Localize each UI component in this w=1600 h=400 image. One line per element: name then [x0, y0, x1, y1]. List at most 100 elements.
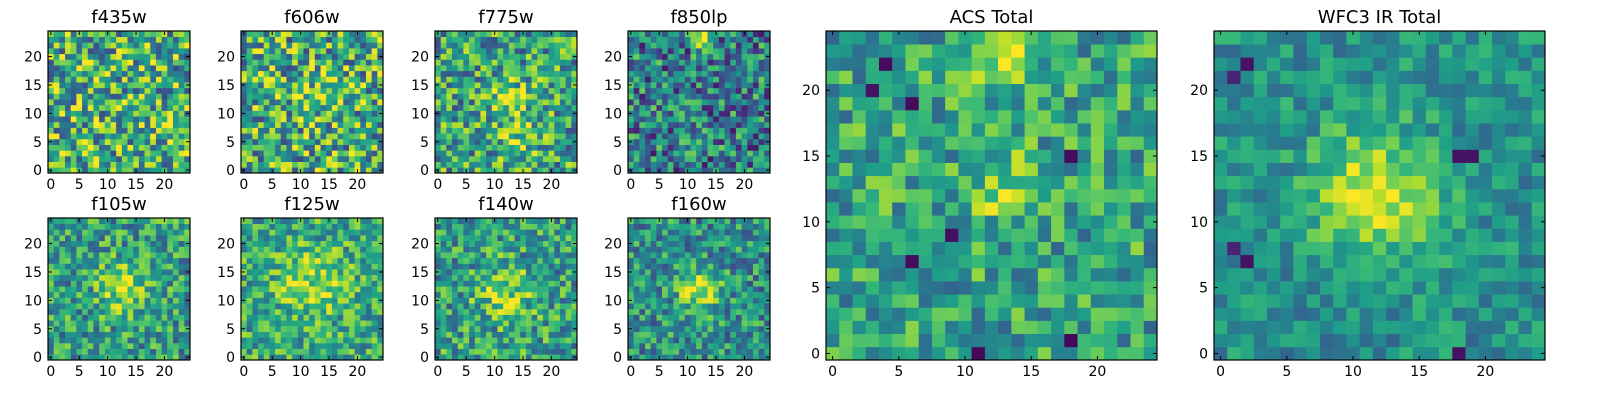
pixel: [474, 308, 481, 315]
pixel: [486, 65, 493, 72]
pixel: [440, 348, 447, 355]
pixel: [269, 87, 276, 94]
pixel: [531, 240, 538, 247]
pixel: [258, 65, 265, 72]
pixel: [645, 274, 652, 281]
pixel: [263, 104, 270, 111]
pixel: [559, 240, 566, 247]
pixel: [331, 263, 338, 270]
pixel: [520, 274, 527, 281]
pixel: [741, 93, 748, 100]
pixel: [724, 127, 731, 134]
pixel: [565, 342, 572, 349]
pixel: [144, 138, 151, 145]
pixel: [735, 274, 742, 281]
pixel: [116, 138, 123, 145]
pixel: [701, 31, 708, 38]
pixel: [633, 150, 640, 157]
pixel: [184, 348, 191, 355]
pixel: [503, 167, 510, 174]
pixel: [121, 354, 128, 361]
pixel: [633, 70, 640, 77]
pixel: [639, 314, 646, 321]
pixel: [104, 297, 111, 304]
pixel: [724, 308, 731, 315]
pixel: [286, 303, 293, 310]
pixel: [70, 337, 77, 344]
pixel: [104, 82, 111, 89]
pixel: [292, 70, 299, 77]
pixel: [138, 280, 145, 287]
y-tick-label: 5: [420, 322, 429, 338]
pixel: [571, 161, 578, 168]
pixel: [554, 87, 561, 94]
pixel: [365, 263, 372, 270]
pixel: [628, 342, 635, 349]
pixel: [696, 280, 703, 287]
pixel: [110, 87, 117, 94]
pixel: [320, 144, 327, 151]
pixel: [167, 354, 174, 361]
pixel: [292, 82, 299, 89]
pixel: [735, 308, 742, 315]
pixel: [491, 263, 498, 270]
pixel: [730, 155, 737, 162]
pixel: [440, 291, 447, 298]
pixel: [297, 138, 304, 145]
pixel: [280, 76, 287, 83]
pixel: [309, 167, 316, 174]
pixel: [121, 269, 128, 276]
pixel: [133, 144, 140, 151]
pixel: [452, 320, 459, 327]
pixel: [297, 110, 304, 117]
pixel: [679, 53, 686, 60]
pixel: [292, 348, 299, 355]
pixel: [314, 53, 321, 60]
pixel: [82, 218, 89, 225]
pixel: [724, 138, 731, 145]
pixel: [497, 133, 504, 140]
pixel: [531, 36, 538, 43]
pixel: [172, 31, 179, 38]
pixel: [82, 252, 89, 259]
pixel: [531, 133, 538, 140]
pixel: [735, 110, 742, 117]
pixel: [326, 269, 333, 276]
pixel: [542, 36, 549, 43]
pixel: [565, 286, 572, 293]
pixel: [474, 53, 481, 60]
pixel: [662, 99, 669, 106]
pixel: [542, 70, 549, 77]
pixel: [480, 48, 487, 55]
pixel: [275, 65, 282, 72]
pixel: [486, 36, 493, 43]
pixel: [667, 308, 674, 315]
pixel: [679, 104, 686, 111]
pixel: [252, 229, 259, 236]
pixel: [320, 274, 327, 281]
pixel: [121, 240, 128, 247]
pixel: [133, 269, 140, 276]
pixel: [343, 257, 350, 264]
pixel: [258, 155, 265, 162]
pixel: [155, 121, 162, 128]
pixel: [365, 42, 372, 49]
pixel: [246, 274, 253, 281]
pixel: [758, 42, 765, 49]
pixel: [297, 348, 304, 355]
pixel: [365, 93, 372, 100]
pixel: [452, 218, 459, 225]
pixel: [348, 235, 355, 242]
pixel: [70, 93, 77, 100]
pixel: [337, 235, 344, 242]
pixel: [252, 99, 259, 106]
pixel: [650, 144, 657, 151]
pixel: [514, 342, 521, 349]
pixel: [724, 104, 731, 111]
pixel: [758, 280, 765, 287]
pixel: [127, 110, 134, 117]
pixel: [474, 280, 481, 287]
pixel: [286, 70, 293, 77]
pixel: [286, 286, 293, 293]
pixel: [514, 82, 521, 89]
